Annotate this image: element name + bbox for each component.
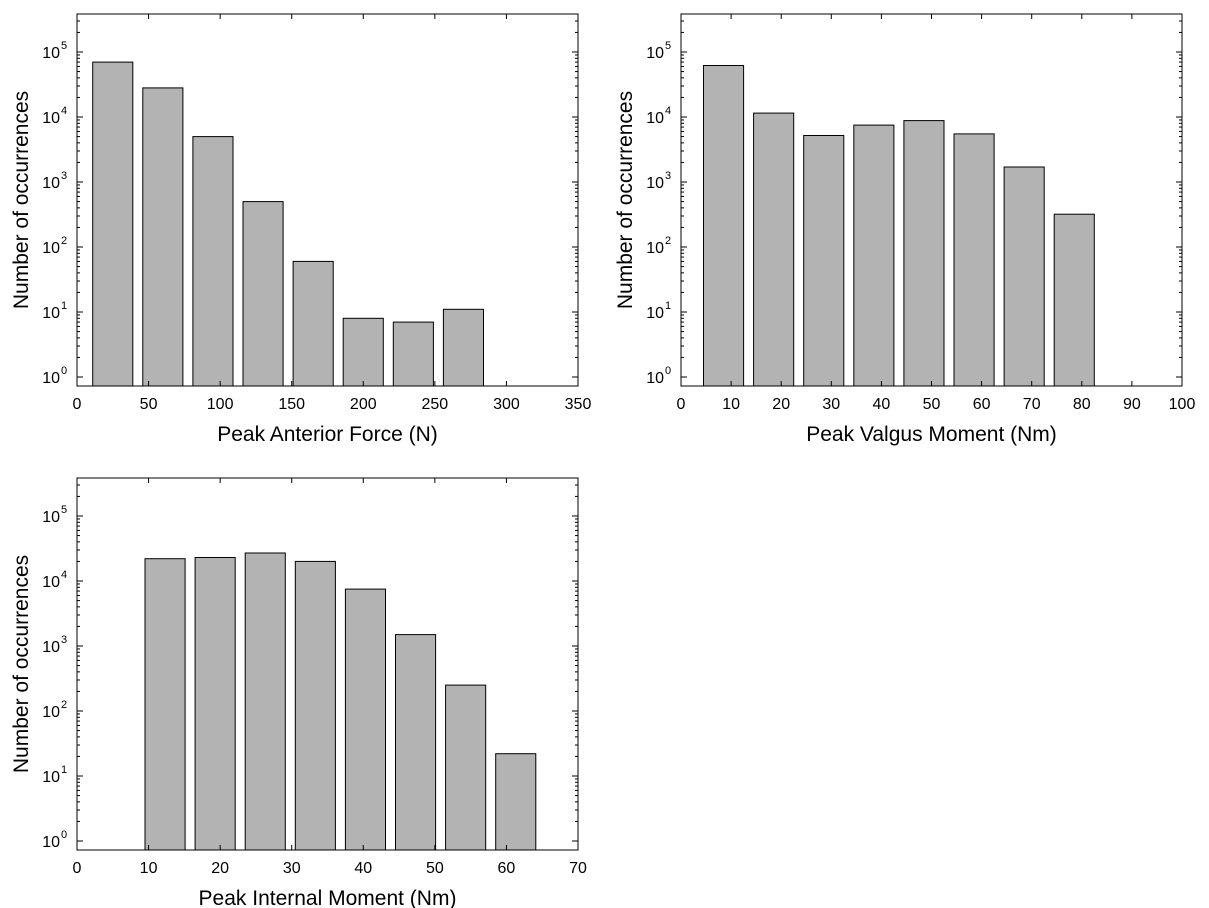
histogram-bar [853,124,895,387]
axes-frame [76,477,579,851]
y-tick-label: 10 [42,110,60,127]
histogram-bar [753,112,795,387]
histogram-bar [445,684,487,851]
histogram-bar [142,87,184,387]
x-tick-label: 250 [422,396,449,413]
x-tick-label: 10 [140,860,158,877]
x-tick-label: 30 [283,860,301,877]
y-tick-exponent: 4 [665,105,671,117]
histogram-bar [1003,166,1045,387]
x-tick-label: 0 [73,860,82,877]
y-tick-label: 10 [42,574,60,591]
x-axis-label: Peak Internal Moment (Nm) [199,887,457,908]
histogram-bar [342,317,384,387]
histogram-bar [1053,213,1095,387]
histogram-bar [903,120,945,387]
x-tick-label: 40 [354,860,372,877]
x-tick-label: 30 [822,396,840,413]
axes-frame [76,13,579,387]
y-tick-label: 10 [42,834,60,851]
y-tick-label: 10 [42,305,60,322]
histogram-bar [192,136,234,387]
y-tick-label: 10 [42,704,60,721]
y-tick-exponent: 5 [665,40,671,52]
histogram-bar [395,634,437,851]
y-tick-exponent: 2 [61,699,67,711]
y-tick-exponent: 0 [665,365,671,377]
y-axis-label: Number of occurrences [10,91,33,309]
histogram-bar [344,588,386,851]
y-tick-label: 10 [646,240,664,257]
y-tick-exponent: 1 [61,764,67,776]
x-tick-label: 0 [677,396,686,413]
y-tick-label: 10 [42,370,60,387]
x-axis-label: Peak Valgus Moment (Nm) [806,423,1057,446]
x-tick-label: 90 [1123,396,1141,413]
histogram-bar [242,201,284,387]
y-tick-exponent: 3 [665,170,671,182]
y-tick-exponent: 4 [61,105,67,117]
y-tick-label: 10 [42,769,60,786]
histogram-bar [194,557,236,851]
x-tick-label: 20 [211,860,229,877]
x-axis-label: Peak Anterior Force (N) [217,423,438,446]
x-tick-label: 60 [498,860,516,877]
y-tick-exponent: 1 [665,300,671,312]
histogram-bar [495,753,537,851]
histogram-bar [392,321,434,387]
histogram-bar [442,308,484,387]
x-tick-label: 60 [973,396,991,413]
x-tick-label: 70 [1023,396,1041,413]
histogram-bar [703,65,745,387]
x-tick-label: 0 [73,396,82,413]
y-tick-label: 10 [42,639,60,656]
histogram-bar [803,135,845,387]
y-tick-exponent: 3 [61,170,67,182]
y-tick-label: 10 [646,110,664,127]
x-tick-label: 10 [722,396,740,413]
y-tick-exponent: 2 [61,235,67,247]
x-tick-label: 20 [772,396,790,413]
y-tick-label: 10 [42,240,60,257]
y-tick-label: 10 [42,175,60,192]
y-tick-exponent: 5 [61,504,67,516]
y-tick-exponent: 5 [61,40,67,52]
y-tick-label: 10 [646,305,664,322]
histogram-bar [144,558,186,851]
x-tick-label: 50 [140,396,158,413]
x-tick-label: 50 [923,396,941,413]
y-tick-exponent: 0 [61,829,67,841]
y-axis-label: Number of occurrences [10,555,33,773]
x-tick-label: 300 [493,396,520,413]
y-tick-exponent: 1 [61,300,67,312]
x-tick-label: 70 [569,860,587,877]
histogram-bar [92,61,134,387]
y-tick-label: 10 [42,509,60,526]
x-tick-label: 150 [278,396,305,413]
y-tick-label: 10 [42,45,60,62]
y-tick-label: 10 [646,45,664,62]
y-tick-exponent: 0 [61,365,67,377]
y-tick-label: 10 [646,370,664,387]
histogram-bar [953,133,995,387]
x-tick-label: 200 [350,396,377,413]
x-tick-label: 50 [426,860,444,877]
histogram-bar [294,560,336,851]
y-tick-exponent: 4 [61,569,67,581]
histogram-bar [244,552,286,851]
x-tick-label: 80 [1073,396,1091,413]
y-tick-exponent: 2 [665,235,671,247]
y-tick-label: 10 [646,175,664,192]
x-tick-label: 100 [1169,396,1196,413]
y-axis-label: Number of occurrences [614,91,637,309]
x-tick-label: 40 [873,396,891,413]
x-tick-label: 100 [207,396,234,413]
x-tick-label: 350 [565,396,592,413]
histogram-bar [292,260,334,387]
y-tick-exponent: 3 [61,634,67,646]
